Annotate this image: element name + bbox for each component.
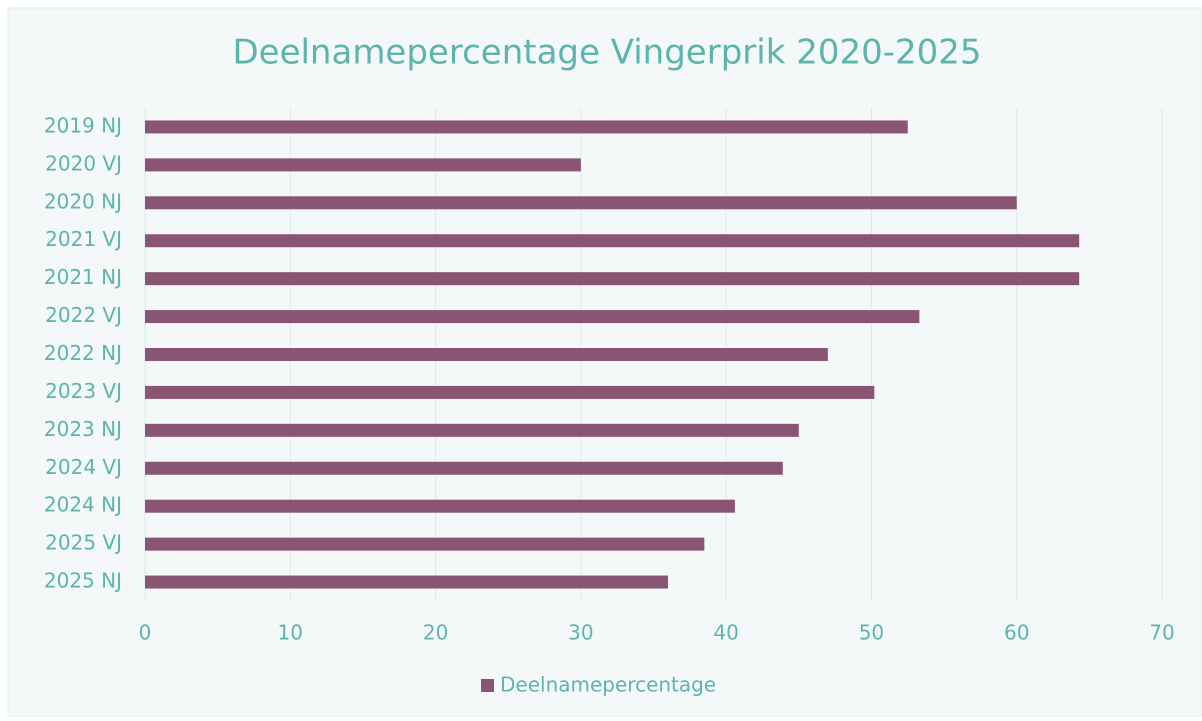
- legend-label: Deelnamepercentage: [500, 673, 716, 697]
- y-tick-label: 2022 NJ: [44, 341, 122, 365]
- x-tick-label: 0: [139, 621, 152, 645]
- y-tick-label: 2024 VJ: [45, 455, 122, 479]
- bar: [145, 461, 783, 475]
- bar: [145, 537, 705, 551]
- legend-swatch: [481, 679, 494, 692]
- y-tick-label: 2021 NJ: [44, 265, 122, 289]
- bar: [145, 575, 669, 589]
- y-tick-label: 2025 NJ: [44, 569, 122, 593]
- bar: [145, 234, 1080, 248]
- chart-title: Deelnamepercentage Vingerprik 2020-2025: [232, 33, 981, 73]
- x-tick-label: 20: [423, 621, 448, 645]
- bar: [145, 348, 828, 361]
- bar: [145, 385, 875, 399]
- bar: [145, 423, 799, 437]
- y-tick-label: 2020 VJ: [45, 151, 122, 175]
- y-tick-label: 2021 VJ: [45, 227, 122, 251]
- x-tick-label: 40: [713, 621, 738, 645]
- bar: [145, 196, 1017, 210]
- y-tick-label: 2022 VJ: [45, 303, 122, 327]
- x-tick-label: 50: [859, 621, 884, 645]
- x-tick-label: 10: [278, 621, 303, 645]
- x-tick-label: 60: [1004, 621, 1029, 645]
- bar: [145, 120, 908, 134]
- y-tick-label: 2025 VJ: [45, 531, 122, 555]
- y-tick-label: 2019 NJ: [44, 113, 122, 137]
- y-tick-label: 2024 NJ: [44, 493, 122, 517]
- x-tick-label: 70: [1149, 621, 1174, 645]
- y-tick-label: 2023 NJ: [44, 417, 122, 441]
- bar: [145, 272, 1080, 286]
- bar: [145, 158, 581, 172]
- y-tick-label: 2020 NJ: [44, 189, 122, 213]
- bar: [145, 310, 920, 324]
- bar: [145, 499, 735, 513]
- y-tick-label: 2023 VJ: [45, 379, 122, 403]
- chart-background: [7, 7, 1202, 717]
- x-tick-label: 30: [568, 621, 593, 645]
